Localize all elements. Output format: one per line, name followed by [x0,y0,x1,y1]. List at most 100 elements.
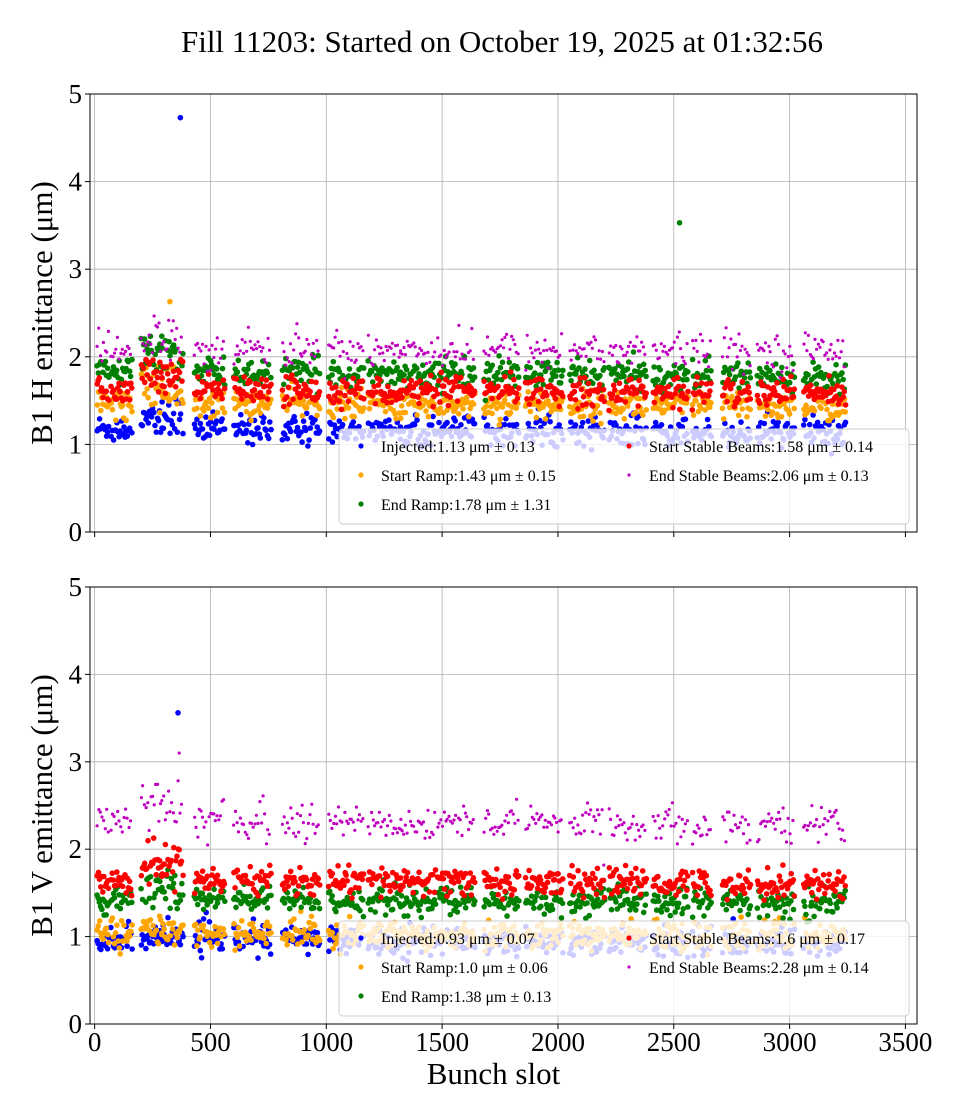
data-point [636,395,643,402]
data-point [441,364,445,368]
data-point [312,416,318,423]
data-point [150,361,157,368]
data-point [728,876,734,882]
data-point [516,873,522,879]
data-point [299,439,305,445]
data-point [175,326,179,330]
data-point [431,897,438,903]
data-point [627,907,633,913]
data-point [702,880,708,886]
data-point [814,419,821,426]
data-point [350,419,357,425]
data-point [180,872,186,879]
data-point [514,365,521,372]
data-point [165,811,169,815]
data-point [600,877,607,884]
data-point [582,375,588,381]
data-point [827,900,834,907]
data-point [489,410,495,417]
data-point [99,906,105,913]
data-point [783,352,787,356]
data-point [775,419,781,426]
data-point [447,350,451,354]
data-point [128,892,135,899]
data-point [689,407,696,413]
data-point [816,886,822,893]
data-point [595,357,600,361]
data-point [628,376,634,382]
data-point [786,411,793,417]
data-point [145,394,151,401]
data-point [150,351,155,355]
data-point [338,384,345,391]
data-point [153,368,159,375]
data-point [262,358,267,362]
data-point [266,389,272,395]
data-point [834,383,841,389]
data-point [445,402,452,409]
data-point [572,343,577,347]
data-point [408,377,415,384]
data-point [382,912,389,918]
data-point [777,878,784,884]
data-point [705,352,709,356]
data-point [260,419,266,426]
data-point [170,342,177,348]
data-point [268,870,274,877]
data-point [121,922,127,928]
data-point [541,420,547,427]
data-point [245,440,251,446]
data-point [292,348,296,352]
data-point [640,412,646,418]
data-point [454,909,461,915]
data-point [507,369,514,375]
data-point [120,347,124,351]
outlier-point [676,219,683,226]
data-point [451,880,457,886]
data-point [197,947,204,954]
data-point [128,352,132,356]
data-point [115,335,119,339]
data-point [113,882,119,889]
data-point [144,413,150,419]
data-point [157,819,161,823]
data-point [382,408,389,415]
data-point [312,922,318,929]
data-point [114,869,120,875]
data-point [100,394,106,401]
data-point [280,381,287,388]
data-point [284,435,291,442]
data-point [696,904,703,911]
data-point [180,933,186,940]
data-point [401,377,408,384]
data-point [232,885,238,891]
data-point [661,349,665,353]
data-point [835,869,842,875]
data-point [621,881,628,887]
data-point [425,876,432,882]
data-point [289,937,296,943]
data-point [720,901,726,908]
data-point [591,367,597,374]
data-point [822,890,828,897]
data-point [334,406,340,412]
data-point [314,412,320,419]
data-point [698,405,704,411]
data-point [299,413,306,419]
data-point [315,338,319,343]
data-point [503,335,507,339]
data-point [471,388,478,395]
data-point [772,403,779,409]
data-point [596,381,603,388]
data-point [623,353,628,357]
data-point [119,883,126,890]
data-point [503,416,509,422]
data-point [695,349,699,353]
data-point [176,416,183,423]
data-point [403,874,410,880]
data-point [297,401,303,408]
data-point [160,799,164,803]
data-point [267,419,273,425]
data-point [259,376,265,382]
data-point [199,890,206,897]
